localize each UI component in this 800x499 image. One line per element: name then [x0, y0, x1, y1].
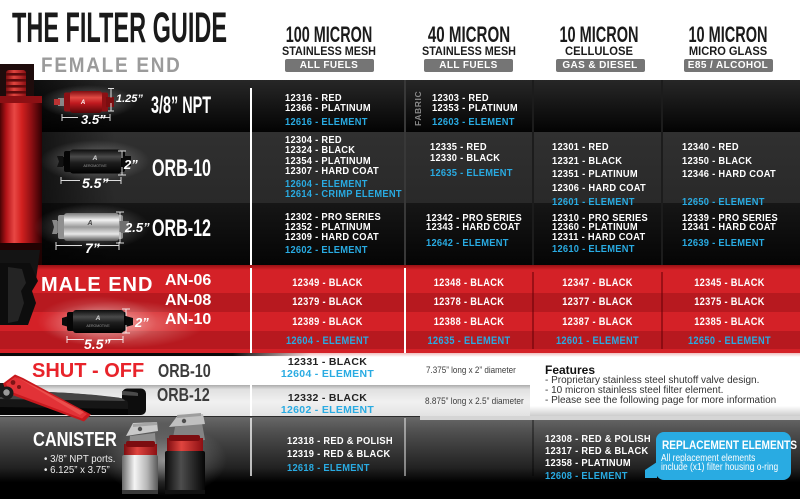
- svg-text:A: A: [95, 315, 101, 322]
- svg-text:A: A: [80, 100, 85, 106]
- svg-text:A: A: [92, 155, 98, 162]
- svg-text:A: A: [86, 220, 92, 227]
- svg-text:AEROMOTIVE: AEROMOTIVE: [86, 324, 110, 328]
- svg-text:AEROMOTIVE: AEROMOTIVE: [83, 164, 107, 168]
